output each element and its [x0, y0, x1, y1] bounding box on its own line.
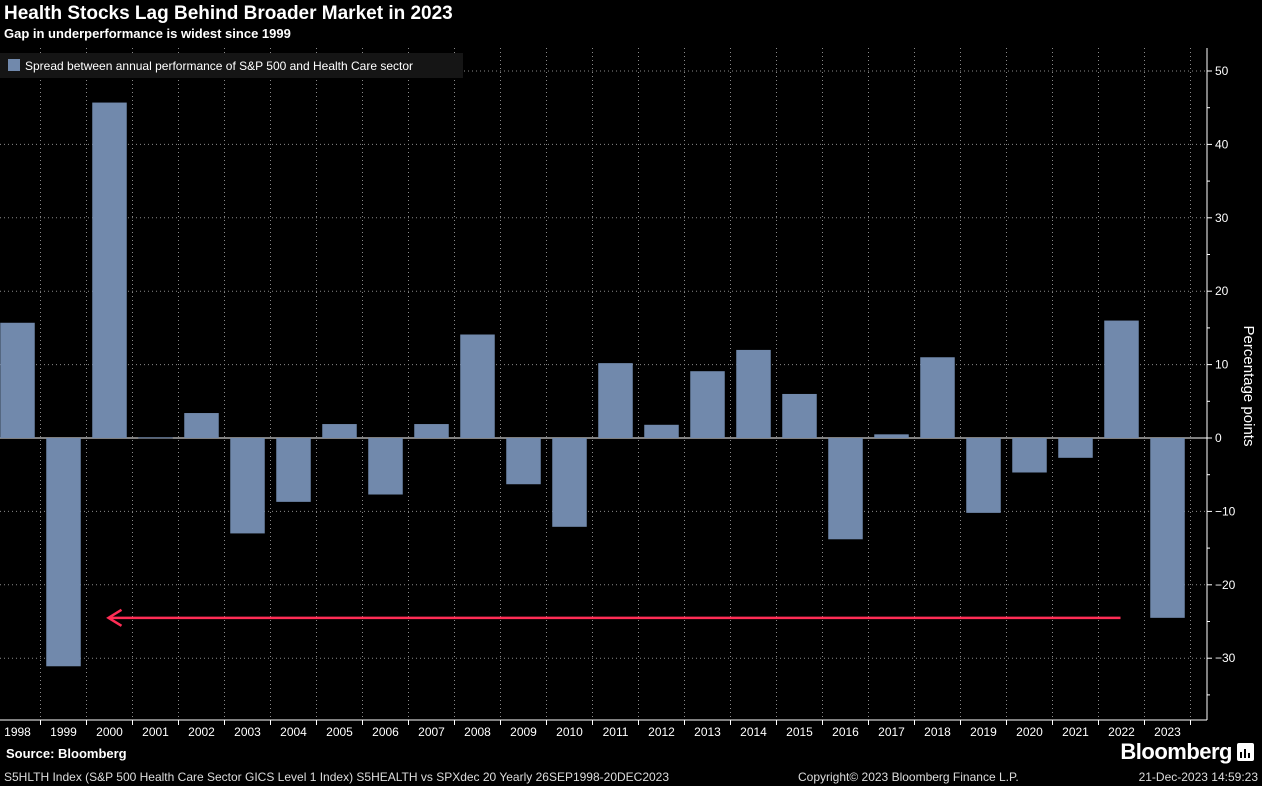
x-tick-label: 2006	[372, 725, 399, 739]
timestamp: 21-Dec-2023 14:59:23	[1138, 770, 1258, 784]
y-tick-label: 50	[1215, 64, 1229, 78]
x-tick-label: 1999	[50, 725, 77, 739]
x-tick-label: 2023	[1154, 725, 1181, 739]
bar-2012	[644, 424, 679, 438]
grid	[0, 48, 1207, 720]
bar-2015	[782, 393, 817, 438]
x-tick-label: 2011	[603, 725, 629, 739]
y-tick-label: 0	[1215, 431, 1222, 445]
y-tick-label: 40	[1215, 137, 1229, 151]
x-tick-label: 2015	[786, 725, 813, 739]
legend-swatch	[8, 59, 20, 71]
annotations	[106, 608, 1121, 627]
x-tick-label: 2008	[464, 725, 491, 739]
chart-subtitle: Gap in underperformance is widest since …	[4, 26, 291, 41]
x-tick-label: 2021	[1062, 725, 1089, 739]
x-tick-label: 2001	[142, 725, 169, 739]
x-tick-label: 2010	[556, 725, 583, 739]
bar-2018	[920, 357, 955, 438]
bar-2001	[138, 437, 173, 439]
bar-2019	[966, 438, 1001, 513]
chart-logo-icon	[1237, 743, 1254, 761]
y-tick-label: −30	[1215, 651, 1236, 665]
bar-2002	[184, 413, 219, 438]
x-tick-label: 2020	[1016, 725, 1043, 739]
bar-2021	[1058, 438, 1093, 458]
copyright-note: Copyright© 2023 Bloomberg Finance L.P.	[798, 770, 1019, 784]
bar-2022	[1104, 320, 1139, 438]
bar-2000	[92, 102, 127, 438]
bar-2016	[828, 438, 863, 540]
x-tick-label: 1998	[4, 725, 31, 739]
legend-label: Spread between annual performance of S&P…	[25, 59, 413, 73]
bar-1998	[0, 322, 35, 438]
source-note: Source: Bloomberg	[6, 746, 127, 761]
x-tick-label: 2017	[878, 725, 905, 739]
y-tick-label: 10	[1215, 358, 1229, 372]
x-tick-label: 2007	[418, 725, 445, 739]
x-tick-label: 2002	[188, 725, 215, 739]
y-axis-title: Percentage points	[1240, 326, 1257, 447]
ticker-description: S5HLTH Index (S&P 500 Health Care Sector…	[4, 770, 670, 784]
x-tick-label: 2013	[694, 725, 721, 739]
x-tick-label: 2014	[740, 725, 767, 739]
arrow-head	[106, 608, 123, 627]
bar-2006	[368, 438, 403, 495]
x-tick-label: 2003	[234, 725, 261, 739]
y-tick-label: 20	[1215, 284, 1229, 298]
x-tick-label: 2000	[96, 725, 123, 739]
x-tick-label: 2018	[924, 725, 951, 739]
bar-2007	[414, 424, 449, 438]
legend: Spread between annual performance of S&P…	[0, 53, 463, 78]
chart-title: Health Stocks Lag Behind Broader Market …	[4, 3, 453, 24]
logo-text: Bloomberg	[1120, 739, 1232, 764]
x-tick-label: 2004	[280, 725, 307, 739]
bar-2023	[1150, 438, 1185, 618]
bar-2004	[276, 438, 311, 502]
bar-2011	[598, 363, 633, 438]
bar-1999	[46, 438, 81, 667]
bars	[0, 102, 1185, 667]
y-tick-label: 30	[1215, 211, 1229, 225]
y-tick-label: −10	[1215, 504, 1236, 518]
bar-2010	[552, 438, 587, 527]
x-tick-label: 2012	[648, 725, 675, 739]
x-tick-label: 2019	[970, 725, 997, 739]
bloomberg-logo: Bloomberg	[1120, 739, 1254, 765]
bar-2014	[736, 349, 771, 438]
y-tick-label: −20	[1215, 578, 1236, 592]
bar-2009	[506, 438, 541, 485]
bar-2020	[1012, 438, 1047, 473]
bar-2008	[460, 334, 495, 438]
legend-box	[0, 53, 463, 78]
x-tick-label: 2022	[1108, 725, 1135, 739]
x-tick-label: 2016	[832, 725, 859, 739]
bar-2017	[874, 434, 909, 438]
bar-2013	[690, 371, 725, 438]
x-tick-label: 2009	[510, 725, 537, 739]
bar-2003	[230, 438, 265, 534]
x-tick-label: 2005	[326, 725, 353, 739]
bar-2005	[322, 424, 357, 438]
